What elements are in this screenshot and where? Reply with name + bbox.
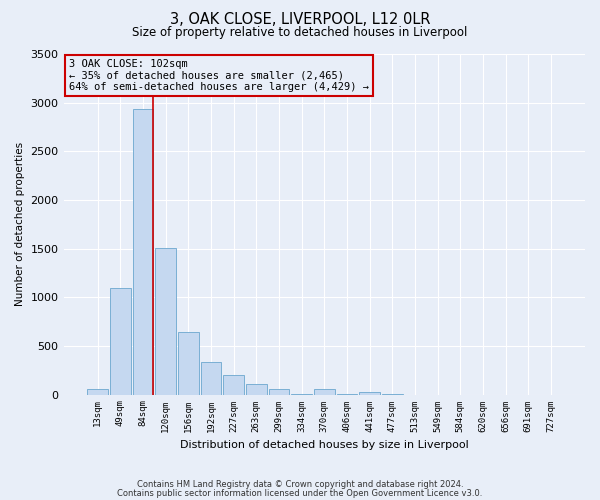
Bar (110, 288, 131, 395)
Bar (314, 389, 335, 394)
Y-axis label: Number of detached properties: Number of detached properties (15, 142, 25, 306)
Bar (200, 362, 221, 394)
Bar (133, 110, 154, 395)
Bar (246, 384, 267, 394)
Text: Size of property relative to detached houses in Liverpool: Size of property relative to detached ho… (133, 26, 467, 39)
Bar (223, 375, 244, 394)
Text: 3 OAK CLOSE: 102sqm
← 35% of detached houses are smaller (2,465)
64% of semi-det: 3 OAK CLOSE: 102sqm ← 35% of detached ho… (69, 59, 369, 92)
Bar (269, 388, 289, 394)
Bar (87, 389, 108, 394)
Bar (178, 332, 199, 394)
Text: 3, OAK CLOSE, LIVERPOOL, L12 0LR: 3, OAK CLOSE, LIVERPOOL, L12 0LR (170, 12, 430, 28)
X-axis label: Distribution of detached houses by size in Liverpool: Distribution of detached houses by size … (180, 440, 469, 450)
Bar (155, 248, 176, 394)
Text: Contains HM Land Registry data © Crown copyright and database right 2024.: Contains HM Land Registry data © Crown c… (137, 480, 463, 489)
Text: Contains public sector information licensed under the Open Government Licence v3: Contains public sector information licen… (118, 488, 482, 498)
Bar (359, 392, 380, 394)
